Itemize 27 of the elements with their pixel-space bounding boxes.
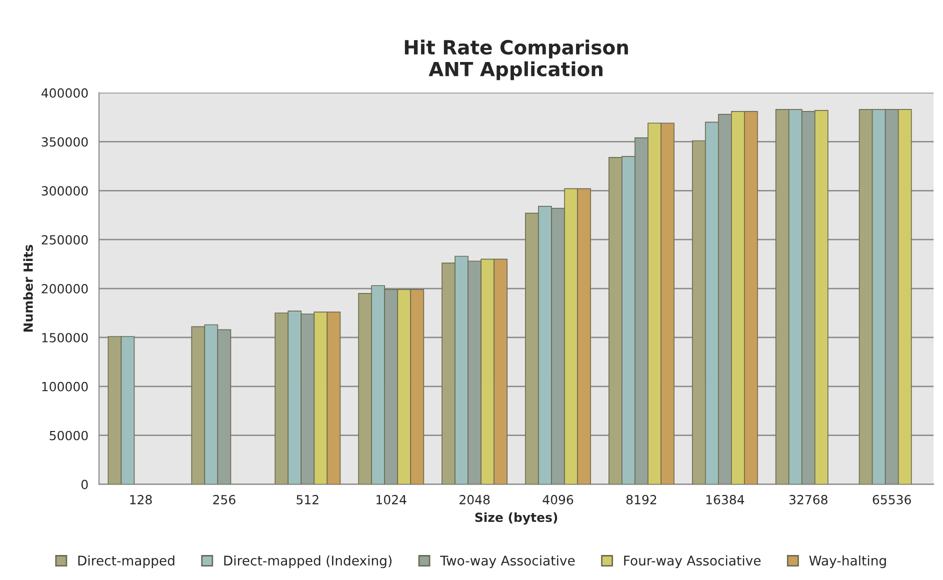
x-tick-label: 65536 [872,494,911,504]
y-tick-label: 350000 [42,137,88,147]
legend-label: Four-way Associative [624,555,761,568]
y-tick-label: 400000 [41,88,88,98]
x-axis-title: Size (bytes) [475,512,558,525]
chart-title: Hit Rate Comparison ANT Application [404,40,628,80]
y-axis-title: Number Hits [23,244,33,332]
y-tick-label: 250000 [42,235,88,245]
legend-label: Direct-mapped (Indexing) [224,555,392,568]
x-tick-label: 8192 [626,494,656,504]
x-tick-label: 256 [213,494,236,504]
x-tick-label: 1024 [376,494,406,504]
x-tick-label: 2048 [460,494,490,504]
legend-label: Direct-mapped [78,555,174,568]
y-tick-label: 50000 [50,430,88,440]
legend-label: Way-halting [809,555,886,568]
y-tick-label: 100000 [42,382,88,392]
y-tick-label: 0 [81,480,88,490]
x-tick-label: 32768 [789,494,828,504]
x-tick-label: 128 [130,494,152,504]
y-tick-label: 200000 [42,284,88,294]
legend-label: Two-way Associative [440,555,575,568]
x-tick-label: 16384 [706,494,744,504]
x-tick-label: 512 [296,494,318,504]
y-tick-label: 300000 [42,186,88,196]
y-tick-label: 150000 [42,332,88,342]
x-tick-label: 4096 [542,494,574,504]
